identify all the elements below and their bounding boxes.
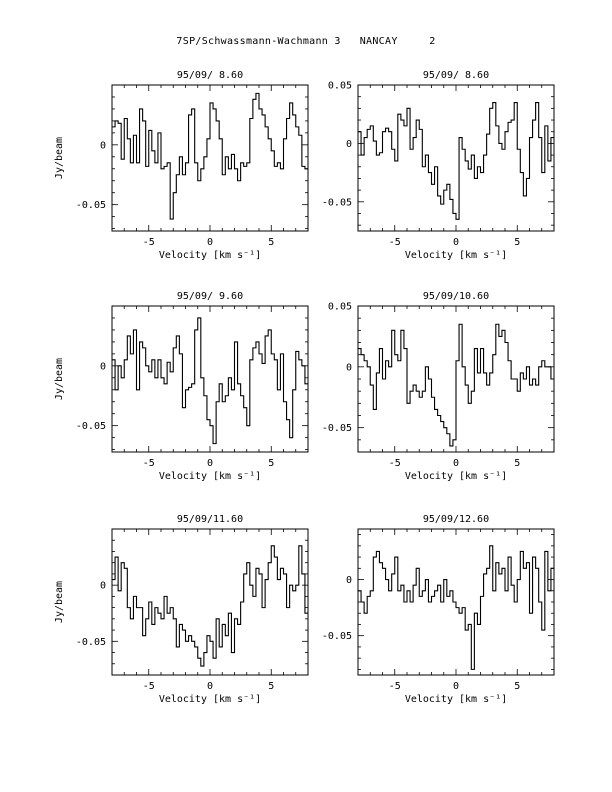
x-tick-label: 0 — [453, 237, 459, 248]
panel-title: 95/09/ 9.60 — [177, 291, 243, 302]
x-tick-label: 5 — [268, 458, 274, 469]
x-axis-label: Velocity [km s⁻¹] — [405, 694, 507, 705]
x-tick-label: -5 — [389, 681, 401, 692]
plot-frame — [357, 84, 555, 232]
x-tick-label: -5 — [143, 681, 155, 692]
panel-title: 95/09/ 8.60 — [177, 70, 243, 81]
y-tick-label: 0 — [346, 362, 352, 373]
spectrum-panel-4: -5 0 5 0.05 0 -0.05 95/09/10.60 Velocity [km s⁻… — [322, 291, 555, 482]
x-tick-label: -5 — [143, 237, 155, 248]
spectrum-line — [358, 323, 554, 447]
plot-frame — [111, 528, 309, 676]
y-tick-label: -0.05 — [322, 423, 352, 434]
spectrum-panel-3: -5 0 5 0 -0.05 95/09/ 9.60 Velocity [km s⁻¹] Jy… — [54, 291, 309, 482]
panel-title: 95/09/10.60 — [423, 291, 489, 302]
y-tick-label: -0.05 — [76, 200, 106, 211]
y-tick-label: 0.05 — [328, 81, 352, 92]
x-tick-label: 5 — [514, 237, 520, 248]
panel-title: 95/09/11.60 — [177, 514, 243, 525]
x-tick-label: 5 — [268, 237, 274, 248]
spectrum-panel-6: -5 0 5 0 -0.05 95/09/12.60 Velocity [km s⁻¹] — [322, 514, 555, 705]
y-axis-label: Jy/beam — [54, 581, 65, 623]
x-axis-label: Velocity [km s⁻¹] — [405, 471, 507, 482]
x-tick-label: 0 — [453, 681, 459, 692]
spectrum-line — [112, 545, 308, 667]
x-tick-label: 5 — [514, 458, 520, 469]
plot-frame — [111, 305, 309, 453]
panel-title: 95/09/ 8.60 — [423, 70, 489, 81]
y-tick-label: 0 — [100, 361, 106, 372]
x-tick-label: -5 — [389, 237, 401, 248]
y-tick-label: 0.05 — [328, 302, 352, 313]
x-axis-label: Velocity [km s⁻¹] — [405, 250, 507, 261]
y-tick-label: -0.05 — [76, 421, 106, 432]
y-tick-label: -0.05 — [322, 197, 352, 208]
x-tick-label: 0 — [453, 458, 459, 469]
y-tick-label: 0 — [346, 139, 352, 150]
spectrum-line — [358, 101, 554, 220]
x-axis-label: Velocity [km s⁻¹] — [159, 471, 261, 482]
x-tick-label: 0 — [207, 237, 213, 248]
x-tick-label: -5 — [389, 458, 401, 469]
x-tick-label: 5 — [514, 681, 520, 692]
y-tick-label: 0 — [346, 575, 352, 586]
y-tick-label: -0.05 — [322, 631, 352, 642]
x-axis-label: Velocity [km s⁻¹] — [159, 694, 261, 705]
x-tick-label: 0 — [207, 458, 213, 469]
spectrum-line — [112, 317, 308, 445]
spectrum-panel-1: -5 0 5 0 -0.05 95/09/ 8.60 Velocity [km s⁻¹] Jy… — [54, 70, 309, 261]
y-axis-label: Jy/beam — [54, 358, 65, 400]
x-tick-label: -5 — [143, 458, 155, 469]
y-axis-label: Jy/beam — [54, 137, 65, 179]
x-tick-label: 0 — [207, 681, 213, 692]
spectrum-panel-5: -5 0 5 0 -0.05 95/09/11.60 Velocity [km s⁻¹] Jy… — [54, 514, 309, 705]
spectrum-line — [358, 545, 554, 670]
page-title: 7SP/Schwassmann-Wachmann 3 NANCAY 2 — [176, 36, 436, 47]
spectrum-panel-2: -5 0 5 0.05 0 -0.05 95/09/ 8.60 Velocity [km s⁻… — [322, 70, 555, 261]
x-tick-label: 5 — [268, 681, 274, 692]
y-tick-label: 0 — [100, 140, 106, 151]
spectrum-line — [112, 92, 308, 220]
y-tick-label: 0 — [100, 581, 106, 592]
x-axis-label: Velocity [km s⁻¹] — [159, 250, 261, 261]
y-tick-label: -0.05 — [76, 637, 106, 648]
panel-title: 95/09/12.60 — [423, 514, 489, 525]
